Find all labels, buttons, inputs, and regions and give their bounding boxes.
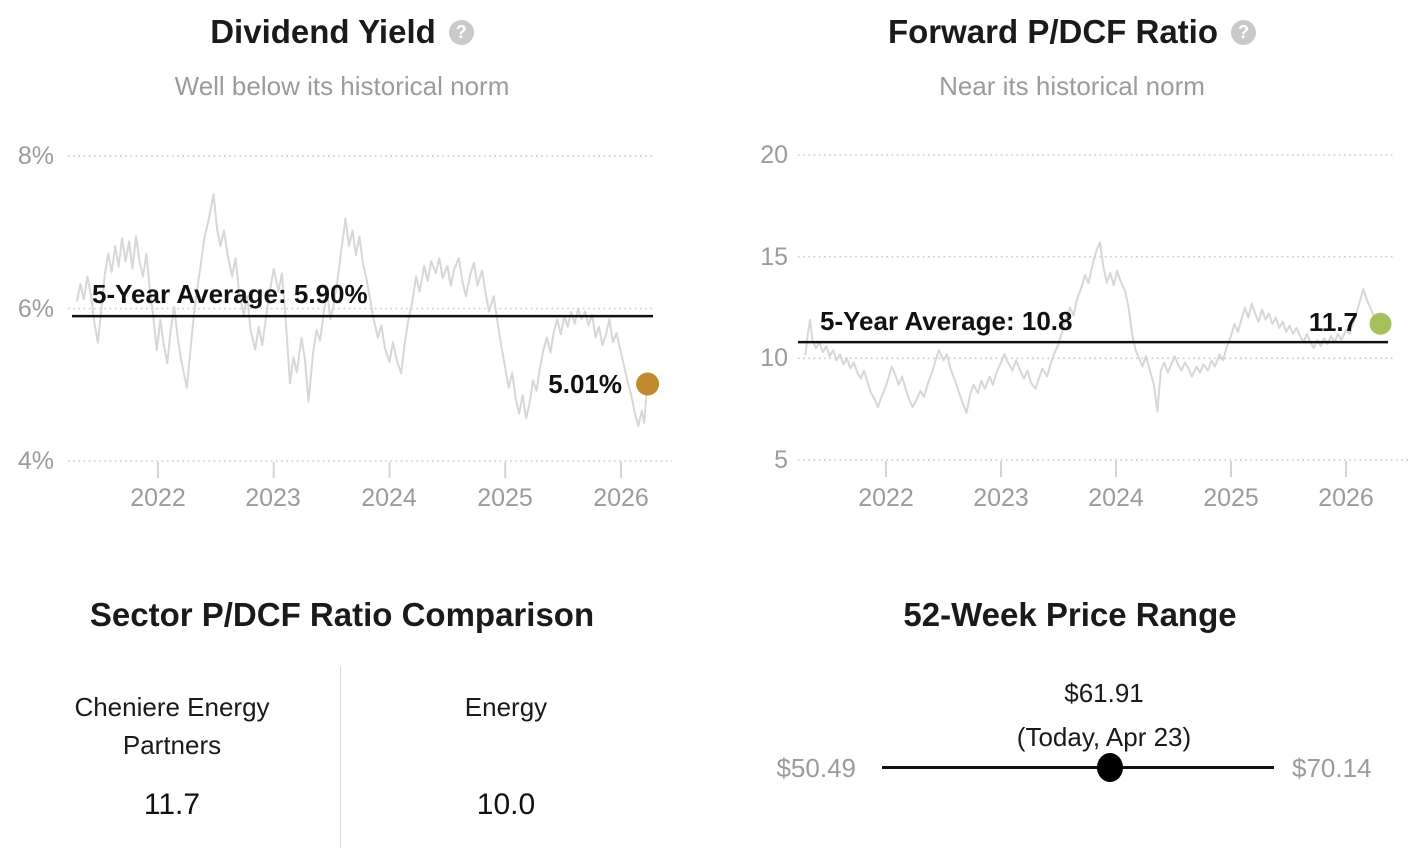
forward-pdcf-subtitle: Near its historical norm bbox=[939, 71, 1205, 101]
y-axis-label: 5 bbox=[774, 446, 788, 474]
price-range-title: 52-Week Price Range bbox=[903, 596, 1237, 633]
forward-p-dcf-plot bbox=[798, 154, 1410, 477]
y-axis-label: 20 bbox=[760, 141, 788, 169]
current-price-dot bbox=[1096, 753, 1123, 782]
dividend-yield-title: Dividend Yield bbox=[210, 13, 436, 50]
y-axis-label: 8% bbox=[17, 142, 54, 170]
x-axis-label: 2024 bbox=[1088, 484, 1144, 512]
question-mark-icon[interactable]: ? bbox=[448, 19, 474, 45]
sector-comparison-title: Sector P/DCF Ratio Comparison bbox=[89, 596, 595, 633]
x-axis-label: 2023 bbox=[245, 484, 301, 512]
vertical-divider bbox=[340, 666, 341, 848]
forward-pdcf-header: Forward P/DCF Ratio ? Near its historica… bbox=[730, 12, 1414, 101]
x-axis-label: 2026 bbox=[593, 484, 649, 512]
current-value-dot bbox=[636, 372, 660, 396]
current-price-label: $61.91 bbox=[1064, 678, 1144, 708]
x-axis-label: 2022 bbox=[130, 484, 186, 512]
comparison-company-value: 11.7 bbox=[143, 788, 201, 821]
x-axis-label: 2023 bbox=[973, 484, 1029, 512]
range-high-label: $70.14 bbox=[1292, 753, 1372, 783]
y-axis-label: 6% bbox=[17, 295, 54, 323]
series-line bbox=[804, 241, 1382, 415]
question-mark-icon[interactable]: ? bbox=[1231, 19, 1257, 45]
y-axis-label: 10 bbox=[760, 344, 788, 372]
dividend-yield-header: Dividend Yield ? Well below its historic… bbox=[0, 12, 684, 101]
current-value-label: 5.01% bbox=[548, 369, 622, 399]
series-line bbox=[76, 193, 649, 427]
x-axis-label: 2025 bbox=[1203, 484, 1259, 512]
x-axis-label: 2025 bbox=[477, 484, 533, 512]
comparison-company-name: Cheniere Energy Partners bbox=[74, 692, 270, 760]
y-axis-label: 15 bbox=[760, 243, 788, 271]
current-value-dot bbox=[1369, 312, 1392, 335]
y-axis-label: 4% bbox=[17, 447, 54, 475]
x-axis-label: 2024 bbox=[361, 484, 417, 512]
x-axis-label: 2026 bbox=[1318, 484, 1374, 512]
current-value-label: 11.7 bbox=[1308, 307, 1358, 337]
comparison-sector-name: Energy bbox=[464, 692, 548, 722]
forward-pdcf-title: Forward P/DCF Ratio bbox=[887, 13, 1219, 50]
comparison-sector-value: 10.0 bbox=[476, 788, 536, 821]
dividend-yield-subtitle: Well below its historical norm bbox=[174, 71, 510, 101]
current-price-note: (Today, Apr 23) bbox=[1016, 722, 1192, 752]
average-line-label: 5-Year Average: 5.90% bbox=[92, 279, 368, 309]
average-line-label: 5-Year Average: 10.8 bbox=[820, 306, 1073, 336]
range-low-label: $50.49 bbox=[776, 753, 856, 783]
dividend-yield-plot bbox=[68, 155, 672, 478]
price-range-track bbox=[882, 766, 1274, 769]
x-axis-label: 2022 bbox=[858, 484, 914, 512]
